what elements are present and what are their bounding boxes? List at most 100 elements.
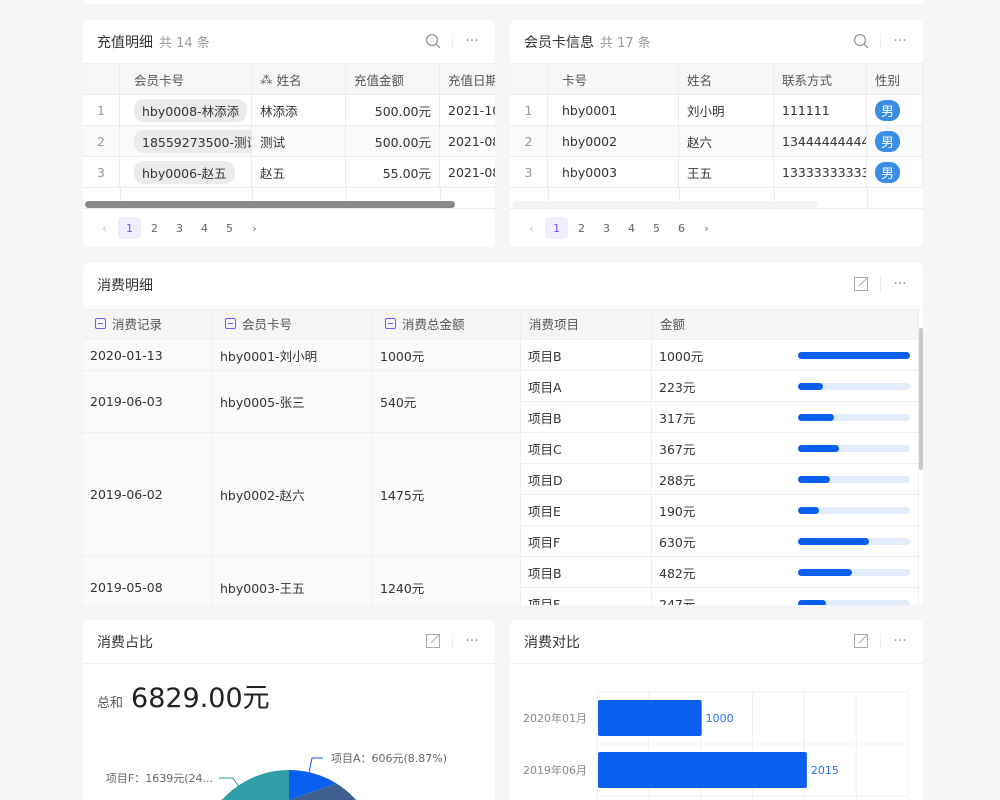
table-row[interactable]: 3 hby0006-赵五 赵五 55.00元 2021-08 bbox=[83, 157, 495, 188]
prev-page-button[interactable]: ‹ bbox=[529, 221, 534, 235]
vertical-scrollbar[interactable] bbox=[919, 328, 923, 470]
page-3[interactable]: 3 bbox=[176, 221, 183, 235]
cell-item: 项目B bbox=[521, 557, 652, 588]
column-header[interactable]: 消费记录 bbox=[83, 308, 213, 340]
cell-name: 测试 bbox=[252, 126, 346, 156]
more-icon[interactable]: ··· bbox=[893, 33, 907, 49]
amount-value: 500.00元 bbox=[374, 103, 431, 119]
amount-value: 1000元 bbox=[659, 348, 704, 364]
card-value: hby0006-赵五 bbox=[134, 160, 235, 184]
column-header[interactable]: ⁂ 姓名 bbox=[252, 64, 346, 94]
collapse-icon[interactable] bbox=[225, 318, 236, 329]
column-divider bbox=[548, 188, 549, 208]
amount-progress-bar bbox=[798, 600, 910, 605]
card-value: hby0008-林添添 bbox=[134, 98, 248, 122]
column-header[interactable]: 会员卡号 bbox=[213, 308, 373, 340]
horizontal-scrollbar[interactable] bbox=[85, 201, 455, 208]
hierarchy-icon: ⁂ bbox=[260, 71, 273, 87]
more-icon[interactable]: ··· bbox=[893, 276, 907, 292]
page-1[interactable]: 1 bbox=[545, 217, 568, 239]
horizontal-scrollbar[interactable] bbox=[512, 201, 818, 208]
page-5[interactable]: 5 bbox=[226, 221, 233, 235]
total-label: 总和 bbox=[97, 696, 124, 711]
column-header[interactable]: 充值日期 bbox=[440, 64, 495, 94]
column-header[interactable]: 会员卡号 bbox=[120, 64, 252, 94]
page-5[interactable]: 5 bbox=[653, 221, 660, 235]
card-title: 消费占比 bbox=[97, 634, 153, 651]
column-header[interactable]: 充值金额 bbox=[346, 64, 440, 94]
card-header: 充值明细 共 14 条 ··· bbox=[83, 20, 495, 64]
page-2[interactable]: 2 bbox=[151, 221, 158, 235]
amount-value: 223元 bbox=[659, 379, 696, 395]
amount-progress-fill bbox=[798, 538, 869, 545]
table-row[interactable]: 1 hby0001 刘小明 111111 男 bbox=[510, 95, 923, 126]
collapse-icon[interactable] bbox=[385, 318, 396, 329]
column-header[interactable]: 卡号 bbox=[548, 64, 679, 94]
collapse-icon[interactable] bbox=[95, 318, 106, 329]
amount-progress-bar bbox=[798, 507, 910, 514]
row-index: 2 bbox=[510, 126, 548, 156]
page-6[interactable]: 6 bbox=[678, 221, 685, 235]
column-header[interactable]: 消费总金额 bbox=[373, 308, 521, 340]
bar[interactable] bbox=[598, 752, 807, 788]
page-4[interactable]: 4 bbox=[628, 221, 635, 235]
page-3[interactable]: 3 bbox=[603, 221, 610, 235]
row-index: 1 bbox=[510, 95, 548, 125]
column-header-label: 会员卡号 bbox=[242, 317, 293, 332]
column-divider bbox=[867, 188, 868, 208]
column-header-label: 金额 bbox=[660, 317, 686, 332]
next-page-button[interactable]: › bbox=[252, 221, 257, 235]
next-page-button[interactable]: › bbox=[704, 221, 709, 235]
pie-slice-a[interactable] bbox=[289, 770, 337, 800]
amount-value: 317元 bbox=[659, 410, 696, 426]
record-count: 共 14 条 bbox=[159, 36, 210, 51]
more-icon[interactable]: ··· bbox=[465, 633, 479, 649]
page-4[interactable]: 4 bbox=[201, 221, 208, 235]
search-icon[interactable] bbox=[852, 32, 870, 50]
column-header[interactable]: 性别 bbox=[867, 64, 923, 94]
row-index: 2 bbox=[83, 126, 120, 156]
card-value: hby0002 bbox=[562, 133, 618, 149]
name-value: 赵五 bbox=[260, 165, 286, 181]
cell-date: 2019-06-03 bbox=[83, 371, 213, 433]
row-index: 1 bbox=[83, 95, 120, 125]
name-value: 测试 bbox=[260, 134, 286, 150]
cell-total: 1240元 bbox=[373, 557, 521, 605]
more-icon[interactable]: ··· bbox=[465, 33, 479, 49]
previous-card bbox=[83, 0, 923, 4]
amount-progress-fill bbox=[798, 476, 831, 483]
pie-slice[interactable] bbox=[289, 783, 376, 800]
page-1[interactable]: 1 bbox=[118, 217, 141, 239]
name-value: 林添添 bbox=[260, 103, 298, 119]
column-header[interactable]: 消费项目 bbox=[521, 308, 652, 340]
empty-row bbox=[510, 188, 923, 209]
amount-progress-fill bbox=[798, 600, 826, 605]
member-card-info-card: 会员卡信息 共 17 条 ··· 卡号 姓名 联系方式 性别 1 hby0001 刘小明 11… bbox=[510, 20, 923, 247]
expand-icon[interactable] bbox=[424, 632, 442, 650]
more-icon[interactable]: ··· bbox=[893, 633, 907, 649]
column-header[interactable]: 姓名 bbox=[679, 64, 774, 94]
row-index: 3 bbox=[510, 157, 548, 187]
page-2[interactable]: 2 bbox=[578, 221, 585, 235]
pie-chart: 项目A：606元(8.87%) 项目F：1639元(24... bbox=[106, 752, 447, 800]
table-row[interactable]: 3 hby0003 王五 13333333333 男 bbox=[510, 157, 923, 188]
cell-phone: 13444444444 bbox=[774, 126, 867, 156]
column-header[interactable]: 联系方式 bbox=[774, 64, 867, 94]
table-row[interactable]: 2 hby0002 赵六 13444444444 男 bbox=[510, 126, 923, 157]
column-header-label: 消费总金额 bbox=[402, 317, 465, 332]
cell-card: hby0002 bbox=[548, 126, 679, 156]
cell-card: hby0002-赵六 bbox=[213, 433, 373, 557]
pie-slice-f[interactable] bbox=[199, 770, 289, 800]
expand-icon[interactable] bbox=[852, 275, 870, 293]
card-header: 消费对比 ··· bbox=[510, 620, 923, 664]
bar[interactable] bbox=[598, 700, 702, 736]
search-icon[interactable] bbox=[424, 32, 442, 50]
expand-icon[interactable] bbox=[852, 632, 870, 650]
column-header[interactable]: 金额 bbox=[652, 308, 919, 340]
gender-value: 男 bbox=[875, 130, 901, 152]
prev-page-button[interactable]: ‹ bbox=[102, 221, 107, 235]
cell-item: 项目B bbox=[521, 340, 652, 371]
cell-name: 赵五 bbox=[252, 157, 346, 187]
